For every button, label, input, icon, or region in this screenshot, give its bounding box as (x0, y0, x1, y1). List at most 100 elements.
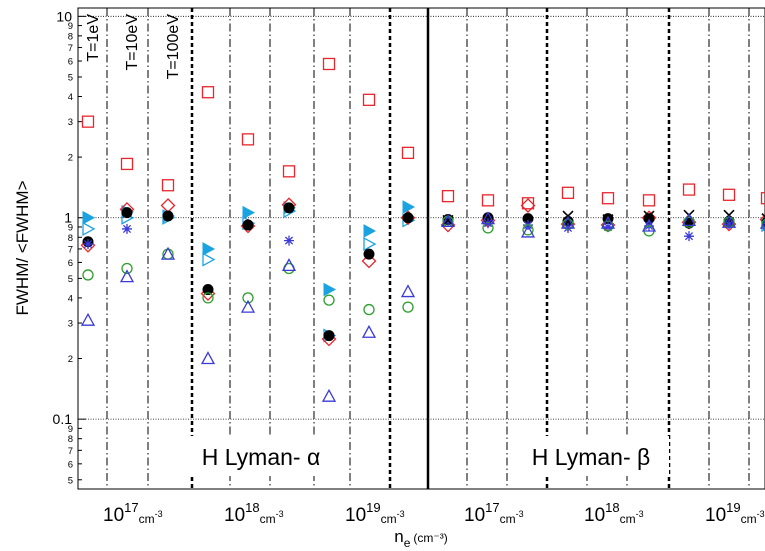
y-minor-tick-label: 9 (68, 21, 73, 32)
x-tick-label-text: 1019cm-3 (345, 500, 405, 526)
open-circle-marker (82, 269, 94, 281)
open-circle-marker (242, 292, 254, 304)
x-tick-label: 1018cm-3 (222, 491, 302, 527)
filled-right-triangle-marker (402, 200, 416, 214)
asterisk-marker (122, 223, 132, 234)
y-minor-tick-label: 6 (68, 57, 73, 68)
temperature-label: T=10eV (124, 14, 141, 71)
open-circle-marker (761, 218, 765, 230)
x-tick-label-background (343, 491, 423, 527)
y-major-tick-label: 1 (64, 210, 72, 226)
y-minor-tick-label: 8 (68, 31, 73, 42)
up-triangle-marker (119, 269, 135, 283)
x-axis-tick-labels: 1017cm-3 1018cm-3 1019cm-3 1017cm-3 1018cm-3… (101, 491, 765, 527)
up-triangle-marker (759, 219, 765, 229)
up-triangle-marker (80, 312, 96, 326)
square-marker (682, 183, 696, 196)
filled-circle-marker (363, 248, 375, 260)
square-marker (322, 57, 336, 71)
open-right-triangle-marker (363, 236, 377, 252)
open-circle-marker (363, 303, 375, 316)
up-triangle-marker (361, 324, 377, 338)
up-triangle-marker (160, 246, 176, 260)
diamond-marker (520, 198, 536, 213)
y-minor-tick-label: 8 (68, 233, 73, 244)
diamond-marker (361, 253, 377, 269)
y-minor-tick-label: 2 (68, 153, 73, 164)
section-label-lyman-beta: H Lyman- β (532, 444, 650, 470)
up-triangle-marker (520, 224, 536, 238)
filled-right-triangle-marker (82, 210, 96, 225)
filled-circle-marker (162, 210, 174, 222)
square-marker (201, 86, 215, 99)
diamond-marker (759, 214, 765, 225)
filled-right-triangle-marker (202, 242, 216, 256)
square-marker (282, 165, 296, 178)
filled-circle-marker (283, 202, 295, 214)
x-axis-label-unit: (cm⁻³) (413, 531, 447, 545)
asterisk-marker (603, 221, 613, 232)
x-axis-label-main: n (394, 527, 403, 546)
up-triangle-marker (240, 299, 256, 313)
up-triangle-marker (400, 284, 416, 298)
y-minor-tick-label: 3 (68, 319, 73, 330)
filled-circle-marker (121, 207, 133, 219)
y-minor-tick-label: 6 (68, 258, 73, 269)
open-circle-marker (562, 218, 574, 230)
square-marker (481, 194, 495, 207)
x-tick-label-text: 1017cm-3 (464, 500, 524, 526)
up-triangle-marker (480, 211, 496, 225)
x-tick-label-background (703, 491, 765, 527)
open-circle-marker (482, 222, 494, 234)
open-circle-marker (121, 262, 133, 275)
y-minor-tick-label: 5 (68, 475, 73, 486)
y-major-tick-label: 10 (56, 8, 72, 24)
x-tick-label: 1019cm-3 (343, 491, 423, 527)
open-circle-marker (202, 292, 214, 304)
asterisk-marker (284, 235, 294, 246)
x-axis-label: ne (cm⁻³) (394, 527, 447, 550)
open-right-triangle-marker (82, 221, 96, 237)
up-triangle-marker (560, 215, 576, 229)
square-marker (120, 157, 134, 171)
x-tick-label-text: 1018cm-3 (224, 500, 284, 526)
y-minor-tick-label: 7 (68, 43, 73, 54)
x-tick-label: 1017cm-3 (101, 491, 181, 527)
y-minor-tick-label: 4 (68, 293, 73, 304)
x-tick-label-background (462, 491, 542, 527)
filled-circle-marker (402, 212, 414, 224)
open-circle-marker (323, 294, 335, 306)
up-triangle-marker (721, 214, 737, 228)
square-marker (561, 186, 575, 199)
x-tick-label: 1019cm-3 (703, 491, 765, 527)
up-triangle-marker (321, 388, 337, 402)
y-minor-tick-label: 2 (68, 354, 73, 365)
x-tick-label-background (222, 491, 302, 527)
x-tick-label-background (101, 491, 181, 527)
square-marker (401, 146, 415, 159)
square-marker (722, 188, 736, 201)
y-minor-tick-label: 5 (68, 72, 73, 83)
y-minor-tick-label: 8 (68, 434, 73, 445)
square-marker (241, 133, 255, 146)
filled-circle-marker (242, 219, 254, 231)
up-triangle-marker (281, 258, 297, 272)
filled-right-triangle-marker (242, 205, 256, 220)
square-marker (642, 194, 656, 207)
up-triangle-marker (600, 215, 616, 229)
up-triangle-marker (641, 218, 657, 232)
square-marker (601, 192, 615, 205)
x-axis-label-subscript: e (404, 536, 411, 550)
y-minor-tick-label: 3 (68, 117, 73, 128)
open-circle-marker (402, 301, 414, 313)
square-marker (441, 190, 455, 203)
up-triangle-marker (440, 213, 456, 227)
asterisk-marker (684, 231, 694, 242)
x-marker (643, 210, 655, 222)
x-tick-label-text: 1018cm-3 (584, 500, 644, 526)
square-marker (362, 93, 376, 106)
y-minor-tick-label: 9 (68, 222, 73, 233)
square-marker (81, 115, 95, 128)
